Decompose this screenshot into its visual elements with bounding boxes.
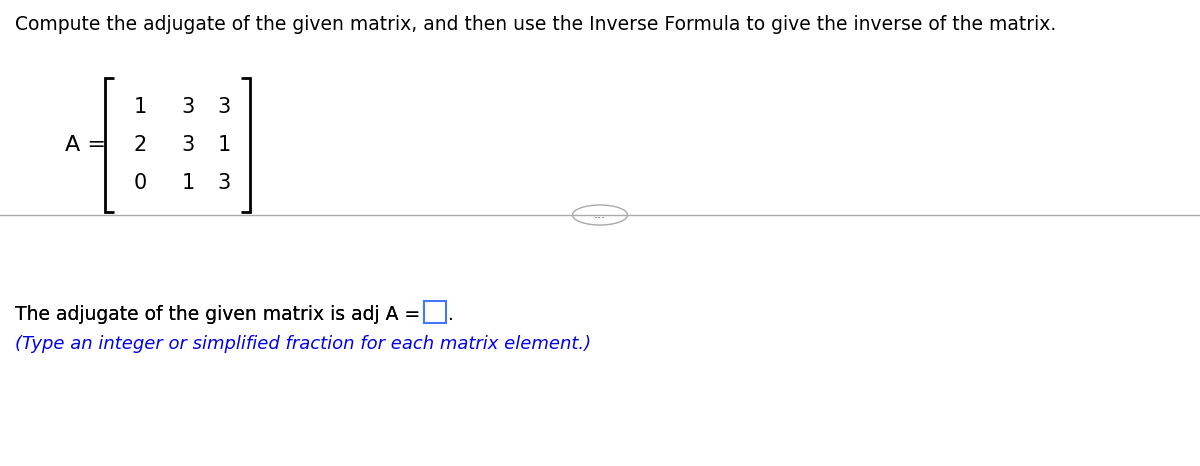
Text: 2: 2 <box>133 135 146 155</box>
Bar <box>425 301 446 323</box>
Ellipse shape <box>572 205 628 225</box>
Text: 0: 0 <box>133 173 146 193</box>
Text: 1: 1 <box>217 135 230 155</box>
Text: 3: 3 <box>217 97 230 117</box>
Text: ...: ... <box>594 208 606 221</box>
Text: (Type an integer or simplified fraction for each matrix element.): (Type an integer or simplified fraction … <box>14 335 592 353</box>
Text: 3: 3 <box>181 135 194 155</box>
Text: .: . <box>449 305 454 324</box>
Text: A =: A = <box>65 135 106 155</box>
Text: Compute the adjugate of the given matrix, and then use the Inverse Formula to gi: Compute the adjugate of the given matrix… <box>14 15 1056 34</box>
Text: 3: 3 <box>217 173 230 193</box>
Text: The adjugate of the given matrix is adj A =: The adjugate of the given matrix is adj … <box>14 305 420 324</box>
Text: 1: 1 <box>133 97 146 117</box>
Text: The adjugate of the given matrix is adj A =: The adjugate of the given matrix is adj … <box>14 305 420 324</box>
Text: 3: 3 <box>181 97 194 117</box>
Text: 1: 1 <box>181 173 194 193</box>
